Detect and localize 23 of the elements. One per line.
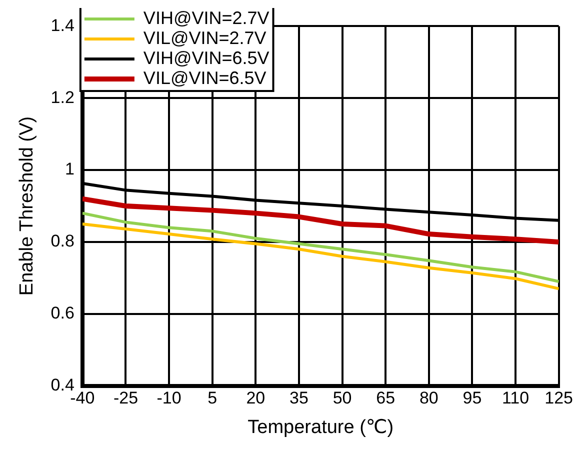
y-tick-label: 1	[64, 160, 74, 179]
y-axis-title: Enable Threshold (V)	[16, 116, 38, 296]
x-tick-label: 50	[332, 388, 352, 408]
legend-label: VIH@VIN=2.7V	[143, 8, 270, 28]
x-tick-label: 110	[502, 388, 530, 408]
x-tick-label: -25	[113, 388, 138, 408]
y-tick-label: 0.4	[50, 375, 74, 394]
y-tick-label: 1.4	[50, 16, 74, 35]
x-tick-label: 80	[419, 388, 438, 408]
legend-label: VIL@VIN=2.7V	[143, 28, 266, 48]
x-tick-label: -10	[156, 388, 182, 408]
x-tick-label: 5	[208, 388, 218, 408]
x-tick-label: 125	[544, 388, 574, 408]
x-tick-label: 95	[462, 388, 482, 408]
x-tick-label: 65	[376, 388, 396, 408]
x-tick-label: 35	[290, 388, 308, 408]
legend-label: VIL@VIN=6.5V	[143, 68, 266, 88]
x-tick-label: 20	[246, 388, 266, 408]
y-tick-label: 0.6	[50, 304, 74, 323]
y-tick-label: 0.8	[50, 232, 74, 251]
y-tick-label: 1.2	[50, 88, 74, 107]
legend-label: VIH@VIN=6.5V	[143, 48, 270, 68]
x-axis-title: Temperature (℃)	[248, 416, 394, 438]
